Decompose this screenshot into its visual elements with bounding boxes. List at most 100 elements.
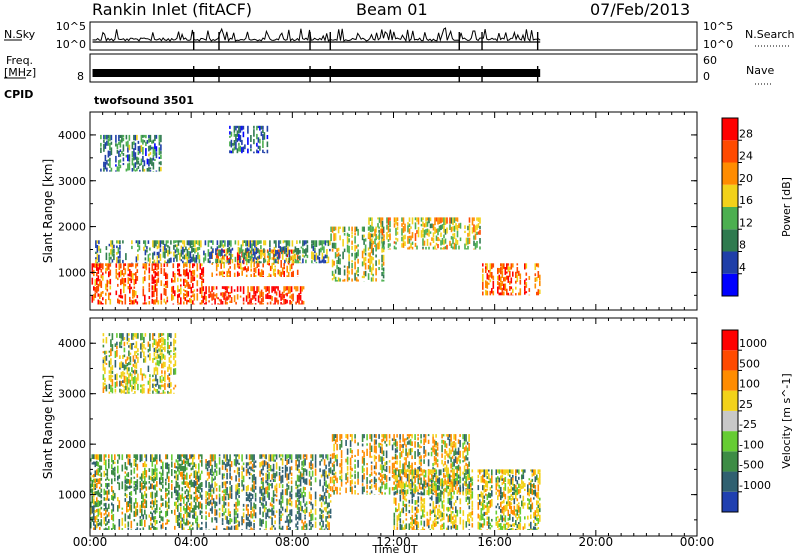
echo-cell [156,520,158,524]
echo-cell [174,509,176,516]
echo-cell [488,480,490,484]
echo-cell [168,463,170,467]
echo-cell [100,465,103,470]
echo-cell [100,142,102,147]
echo-cell [250,461,252,464]
echo-cell [434,472,436,478]
echo-cell [220,271,222,276]
echo-cell [104,386,106,390]
echo-cell [226,255,228,263]
echo-cell [399,481,402,489]
echo-cell [143,387,145,394]
echo-cell [382,261,385,266]
echo-cell [268,273,270,277]
echo-cell [247,148,249,154]
echo-cell [160,151,162,154]
echo-cell [210,246,213,249]
echo-cell [265,294,267,299]
echo-cell [296,259,298,264]
echo-cell [205,459,207,464]
echo-cell [447,453,449,458]
echo-cell [214,468,216,473]
echo-cell [383,240,385,245]
echo-cell [126,389,129,394]
echo-cell [162,347,165,350]
echo-cell [361,483,364,486]
echo-cell [284,464,287,472]
echo-cell [346,434,349,440]
echo-cell [102,338,105,343]
echo-cell [416,217,418,222]
echo-cell [351,268,353,275]
echo-cell [151,146,153,150]
echo-cell [531,478,534,482]
echo-cell [413,493,415,497]
echo-cell [402,520,405,524]
echo-cell [369,434,371,440]
echo-cell [379,486,382,494]
echo-cell [235,475,237,482]
echo-cell [468,518,471,524]
echo-cell [457,439,460,444]
echo-cell [322,454,324,460]
echo-cell [290,485,293,493]
echo-cell [381,254,383,263]
echo-cell [193,454,196,460]
echo-cell [110,256,112,260]
echo-cell [224,286,227,291]
echo-cell [281,303,284,305]
echo-cell [243,252,246,260]
echo-cell [250,473,252,476]
echo-cell [192,300,194,305]
echo-cell [290,286,293,293]
echo-cell [151,491,154,499]
echo-cell [382,450,385,456]
echo-cell [240,244,243,253]
echo-cell [262,130,264,133]
echo-cell [230,240,232,247]
echo-cell [93,263,95,268]
echo-cell [304,508,306,514]
echo-cell [450,217,453,224]
echo-cell [153,378,156,382]
echo-cell [224,240,226,247]
echo-cell [337,266,340,275]
echo-cell [393,442,395,446]
echo-cell [108,252,111,257]
echo-cell [177,460,179,466]
echo-cell [124,498,127,502]
echo-cell [395,227,397,236]
echo-cell [426,228,429,233]
echo-cell [160,293,163,301]
echo-cell [167,383,169,388]
echo-cell [129,363,132,366]
echo-cell [320,240,322,246]
echo-cell [174,384,177,388]
echo-cell [158,360,160,367]
echo-cell [239,255,241,263]
echo-cell [229,454,231,462]
echo-cell [133,273,136,276]
echo-cell [402,469,405,473]
echo-cell [93,478,95,483]
echo-cell [206,497,209,501]
echo-cell [378,442,380,448]
colorbar-tick-label: 500 [739,357,760,370]
echo-cell [183,262,186,264]
echo-cell [181,517,184,522]
echo-cell [218,271,221,276]
echo-cell [121,517,124,526]
echo-cell [372,233,374,238]
echo-cell [192,294,194,297]
echo-cell [267,258,270,264]
echo-cell [519,523,522,530]
echo-cell [111,464,113,470]
echo-cell [456,525,459,530]
echo-cell [336,265,338,270]
echo-cell [199,501,202,509]
echo-cell [417,508,420,513]
echo-cell [455,529,457,530]
echo-cell [434,226,436,234]
echo-cell [223,255,225,261]
echo-cell [219,260,222,264]
